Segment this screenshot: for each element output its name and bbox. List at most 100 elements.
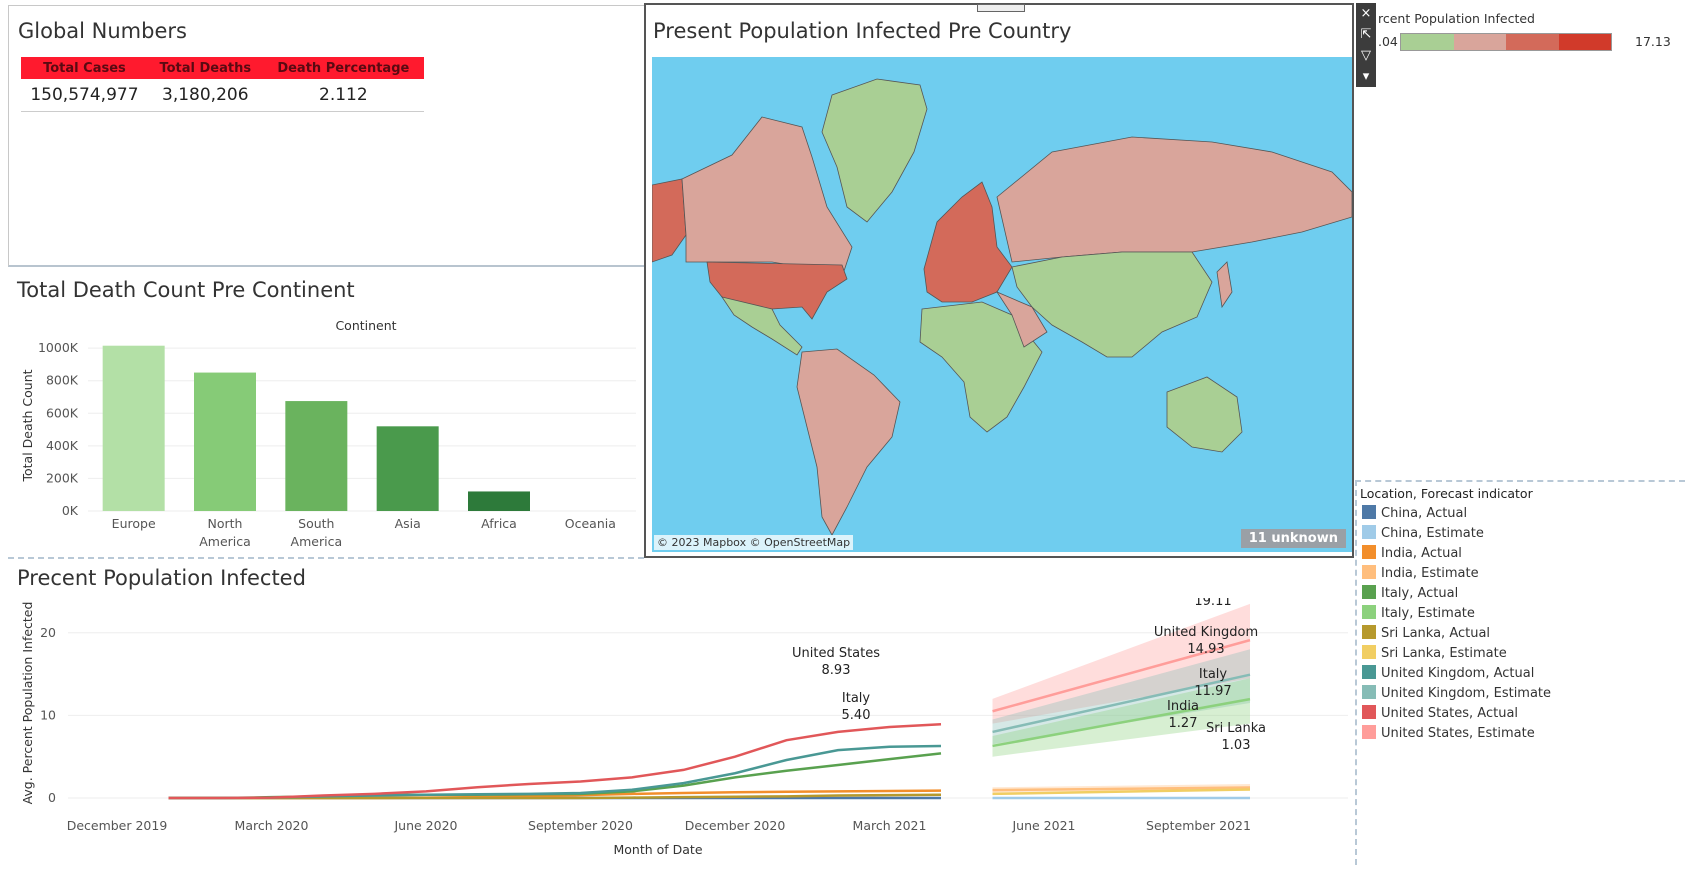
divider	[1355, 480, 1685, 482]
region-russia[interactable]	[996, 136, 1352, 263]
drag-handle[interactable]	[977, 4, 1025, 12]
series-legend-item[interactable]: United States, Estimate	[1362, 725, 1535, 745]
legend-swatch	[1362, 565, 1376, 579]
series-legend-item[interactable]: China, Actual	[1362, 505, 1467, 525]
bar-x-tick: South	[298, 516, 334, 531]
region-canada[interactable]	[681, 116, 853, 278]
region-japan[interactable]	[1216, 261, 1233, 309]
series-line[interactable]	[992, 697, 1251, 748]
legend-label: China, Estimate	[1381, 526, 1484, 541]
series-legend-item[interactable]: Sri Lanka, Actual	[1362, 625, 1490, 645]
legend-label: United States, Estimate	[1381, 726, 1535, 741]
color-legend-bar[interactable]	[1400, 33, 1612, 51]
region-africa[interactable]	[919, 301, 1043, 433]
legend-label: United States, Actual	[1381, 706, 1519, 721]
series-legend-item[interactable]: United States, Actual	[1362, 705, 1518, 725]
annotation-value: 14.93	[1187, 642, 1224, 657]
bar-column-header: Continent	[335, 318, 396, 333]
bar-y-tick: 400K	[46, 438, 79, 453]
series-line[interactable]	[168, 722, 942, 800]
legend-label: Italy, Actual	[1381, 586, 1459, 601]
bar-europe[interactable]	[102, 345, 165, 511]
map-attribution[interactable]: © 2023 Mapbox © OpenStreetMap	[654, 535, 854, 550]
value-total-cases[interactable]: 150,574,977	[21, 79, 148, 112]
annotation-value: 5.40	[842, 708, 871, 723]
line-x-tick: June 2021	[1011, 818, 1075, 833]
series-legend-item[interactable]: Sri Lanka, Estimate	[1362, 645, 1507, 665]
bar-asia[interactable]	[376, 426, 439, 511]
line-y-tick: 10	[40, 707, 56, 722]
series-legend-item[interactable]: United Kingdom, Actual	[1362, 665, 1534, 685]
region-alaska[interactable]	[652, 178, 687, 263]
bar-africa[interactable]	[468, 491, 530, 511]
region-middle-east[interactable]	[995, 291, 1048, 348]
bar-x-tick: Africa	[481, 516, 517, 531]
bar-north-america[interactable]	[194, 372, 256, 511]
world-map-svg[interactable]	[652, 57, 1352, 552]
infection-line-chart: 0 10 20 December 2019 March 2020 June 2020 Sep…	[20, 598, 1348, 857]
series-legend-item[interactable]: United Kingdom, Estimate	[1362, 685, 1551, 705]
legend-swatch	[1362, 725, 1376, 739]
annotation-value: 8.93	[822, 663, 851, 678]
series-legend-item[interactable]: Italy, Estimate	[1362, 605, 1475, 625]
legend-label: Sri Lanka, Actual	[1381, 626, 1491, 641]
series-line[interactable]	[992, 638, 1251, 713]
series-legend-item[interactable]: India, Actual	[1362, 545, 1462, 565]
legend-swatch	[1362, 525, 1376, 539]
annotation-label: India	[1167, 699, 1199, 714]
region-mexico[interactable]	[721, 296, 803, 356]
line-x-tick: March 2021	[853, 818, 927, 833]
series-legend-item[interactable]: India, Estimate	[1362, 565, 1479, 585]
popout-icon[interactable]: ⇱	[1360, 27, 1372, 42]
series-line[interactable]	[992, 673, 1251, 734]
series-legend-item[interactable]: Italy, Actual	[1362, 585, 1458, 605]
region-united-states[interactable]	[706, 261, 848, 320]
divider	[8, 557, 644, 559]
bar-y-tick: 600K	[46, 405, 79, 420]
line-x-tick: September 2020	[528, 818, 633, 833]
legend-swatch	[1362, 605, 1376, 619]
map-title: Present Population Infected Pre Country	[653, 19, 1072, 43]
region-south-america[interactable]	[796, 348, 901, 536]
global-numbers-title: Global Numbers	[18, 19, 187, 43]
series-line[interactable]	[992, 788, 1251, 796]
bar-y-tick: 0K	[62, 503, 79, 518]
forecast-band	[992, 649, 1250, 745]
bar-south-america[interactable]	[285, 401, 348, 511]
annotation-value: 11.97	[1194, 684, 1231, 699]
region-australia[interactable]	[1166, 376, 1243, 453]
menu-icon[interactable]: ▾	[1362, 69, 1370, 84]
forecast-band	[992, 678, 1250, 757]
value-death-percentage[interactable]: 2.112	[262, 79, 424, 112]
map-panel: Present Population Infected Pre Country	[644, 3, 1354, 558]
annotation-label: Italy	[842, 691, 871, 706]
series-line[interactable]	[992, 786, 1251, 792]
region-europe[interactable]	[923, 181, 1013, 303]
line-x-tick: March 2020	[235, 818, 309, 833]
legend-label: Sri Lanka, Estimate	[1381, 646, 1507, 661]
series-legend-item[interactable]: China, Estimate	[1362, 525, 1484, 545]
series-line[interactable]	[168, 744, 942, 800]
global-numbers-panel: Global Numbers Total Cases Total Deaths …	[8, 5, 644, 267]
unknown-badge[interactable]: 11 unknown	[1240, 529, 1346, 548]
filter-icon[interactable]: ▽	[1361, 48, 1371, 63]
annotation-value: 1.27	[1169, 716, 1198, 731]
bar-x-tick: North	[208, 516, 243, 531]
header-death-percentage: Death Percentage	[262, 57, 424, 79]
bar-x-tick: Asia	[395, 516, 421, 531]
legend-swatch	[1362, 685, 1376, 699]
annotation-label: Italy	[1199, 667, 1228, 682]
world-map[interactable]: © 2023 Mapbox © OpenStreetMap 11 unknown	[652, 57, 1352, 552]
annotation-label: Sri Lanka	[1206, 721, 1266, 736]
close-icon[interactable]: ×	[1360, 6, 1372, 21]
region-asia[interactable]	[1011, 251, 1213, 358]
annotation-label: United States	[792, 646, 880, 661]
legend-label: United Kingdom, Actual	[1381, 666, 1535, 681]
bar-x-tick: Oceania	[565, 516, 616, 531]
line-x-tick: December 2019	[67, 818, 168, 833]
annotation-value: 19.11	[1194, 598, 1231, 609]
line-chart-title: Precent Population Infected	[17, 566, 306, 590]
legend-swatch	[1362, 505, 1376, 519]
value-total-deaths[interactable]: 3,180,206	[147, 79, 263, 112]
region-greenland[interactable]	[821, 78, 928, 223]
